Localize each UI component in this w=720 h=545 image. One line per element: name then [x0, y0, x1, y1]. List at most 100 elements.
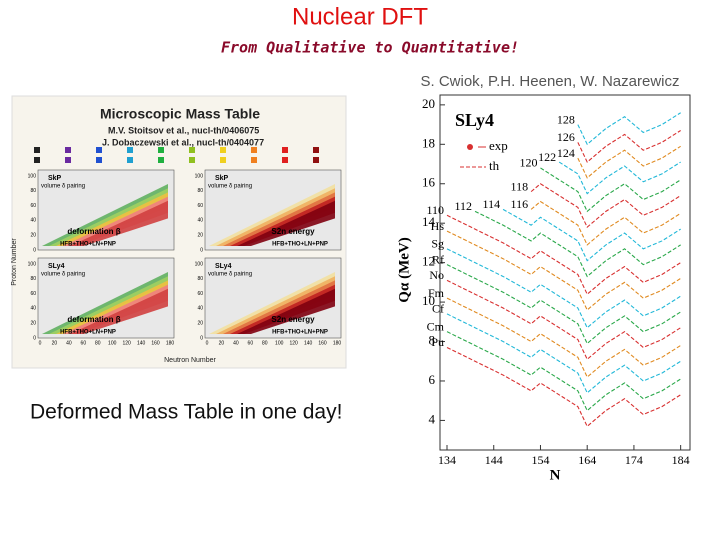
- legend-swatch: [251, 157, 257, 163]
- panel-y-tick: 100: [195, 173, 204, 179]
- figure-ref: M.V. Stoitsov et al., nucl-th/0406075: [108, 125, 259, 135]
- figure-y-label: Proton Number: [11, 238, 18, 286]
- series-line: [530, 200, 681, 246]
- legend-swatch: [34, 147, 40, 153]
- panel-x-tick: 80: [262, 340, 268, 346]
- series-label: Cf: [432, 302, 444, 316]
- x-tick-label: 174: [625, 453, 643, 467]
- panel-y-tick: 20: [30, 321, 36, 327]
- panel-y-tick: 100: [28, 173, 37, 179]
- x-tick-label: 154: [531, 453, 549, 467]
- series-label: No: [429, 268, 444, 282]
- x-tick-label: 144: [485, 453, 503, 467]
- panel-region: [42, 272, 168, 334]
- panel-force: SkP: [215, 175, 229, 182]
- panel-y-tick: 0: [33, 247, 36, 253]
- series-line: [577, 130, 681, 163]
- panel-region: [42, 184, 168, 246]
- series-line: [446, 313, 681, 394]
- series-line: [530, 183, 681, 229]
- series-line: [558, 161, 681, 195]
- caption: Deformed Mass Table in one day!: [30, 401, 342, 424]
- panel-region: [230, 284, 335, 334]
- legend-swatch: [34, 157, 40, 163]
- series-line: [446, 346, 681, 428]
- panel-y-tick: 80: [197, 188, 203, 194]
- figure-x-label: Neutron Number: [164, 357, 216, 364]
- figure-title: Microscopic Mass Table: [100, 106, 260, 122]
- panel-y-tick: 40: [197, 218, 203, 224]
- series-line: [446, 297, 681, 378]
- series-label: 126: [557, 130, 575, 144]
- panel-region: [230, 196, 335, 246]
- panel-x-tick: 180: [333, 340, 342, 346]
- panel-x-tick: 160: [318, 340, 327, 346]
- legend-swatch: [313, 147, 319, 153]
- panel-quantity: S2n energy: [271, 227, 315, 236]
- panel-pairing: volume δ pairing: [208, 272, 252, 278]
- series-label: Hs: [431, 219, 445, 233]
- panel-x-tick: 0: [206, 340, 209, 346]
- series-label: Rf: [432, 252, 444, 266]
- series-line: [446, 248, 681, 329]
- figure-ref: J. Dobaczewski et al., nucl-th/0404077: [102, 137, 264, 147]
- x-tick-label: 164: [578, 453, 596, 467]
- series-label: 124: [557, 146, 575, 160]
- panel-y-tick: 20: [197, 233, 203, 239]
- panel-x-tick: 60: [248, 340, 254, 346]
- panel-y-tick: 80: [30, 276, 36, 282]
- panel-force: SLy4: [48, 263, 65, 270]
- series-label: 114: [483, 197, 501, 211]
- panel-pairing: volume δ pairing: [208, 184, 252, 190]
- legend-swatch: [65, 157, 71, 163]
- series-label: 116: [511, 197, 529, 211]
- y-axis-label: Qα (MeV): [396, 237, 412, 302]
- legend-swatch: [96, 147, 102, 153]
- panel-y-tick: 80: [197, 276, 203, 282]
- series-line: [446, 279, 681, 361]
- series-line: [577, 112, 681, 146]
- panel-x-tick: 180: [166, 340, 175, 346]
- legend-label: exp: [489, 138, 508, 153]
- y-tick-label: 6: [429, 372, 436, 387]
- legend-swatch: [220, 157, 226, 163]
- panel-region: [70, 288, 168, 334]
- panel-region: [209, 272, 335, 334]
- y-tick-label: 18: [422, 135, 435, 150]
- panel-region: [216, 276, 335, 334]
- panel-pairing: volume δ pairing: [41, 272, 85, 278]
- legend-label: th: [489, 158, 500, 173]
- panel-force: SLy4: [215, 263, 232, 270]
- series-label: Pu: [431, 335, 444, 349]
- legend-marker: [467, 144, 473, 150]
- panel-x-tick: 40: [66, 340, 72, 346]
- panel-y-tick: 40: [30, 218, 36, 224]
- series-label: Sg: [431, 237, 444, 251]
- panel-x-tick: 120: [289, 340, 298, 346]
- figure-legend: [34, 147, 319, 163]
- panel-quantity: S2n energy: [271, 315, 315, 324]
- legend-swatch: [127, 147, 133, 153]
- legend-swatch: [251, 147, 257, 153]
- panel-x-tick: 80: [95, 340, 101, 346]
- panel-quantity: deformation β: [67, 315, 120, 324]
- series-label: 120: [519, 156, 537, 170]
- panel-method: HFB+THO+LN+PNP: [272, 330, 328, 336]
- panel-region: [49, 276, 168, 334]
- panel-x-tick: 0: [39, 340, 42, 346]
- y-tick-label: 10: [422, 293, 435, 308]
- y-tick-label: 20: [422, 96, 435, 111]
- panel-y-tick: 40: [197, 306, 203, 312]
- subtitle: From Qualitative to Quantitative!: [221, 39, 519, 57]
- panel-region: [49, 188, 168, 246]
- panel-pairing: volume δ pairing: [41, 184, 85, 190]
- legend-swatch: [282, 147, 288, 153]
- series-label: 128: [557, 112, 575, 126]
- legend-swatch: [189, 157, 195, 163]
- panel-x-tick: 100: [108, 340, 117, 346]
- legend-swatch: [127, 157, 133, 163]
- panel-x-tick: 160: [151, 340, 160, 346]
- panel-method: HFB+THO+LN+PNP: [272, 242, 328, 248]
